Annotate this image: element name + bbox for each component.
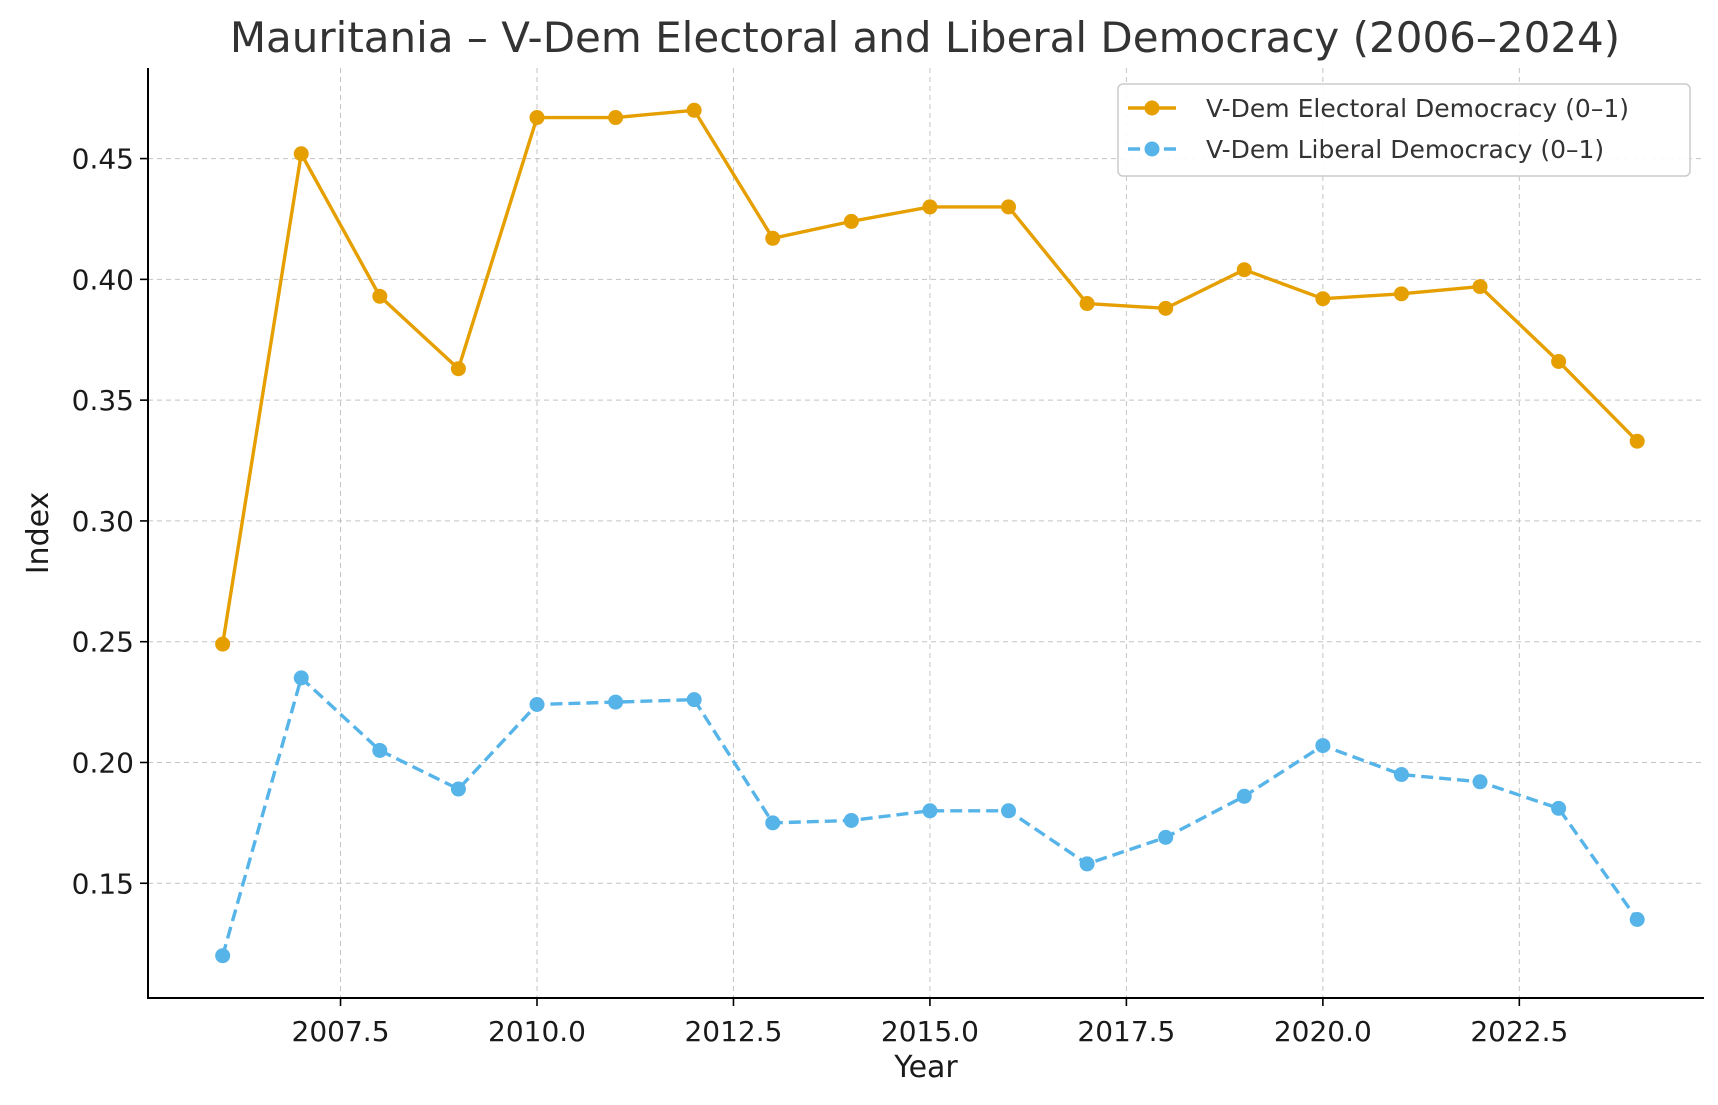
data-point	[1158, 300, 1174, 316]
legend: V-Dem Electoral Democracy (0–1) V-Dem Lib…	[1117, 83, 1691, 177]
y-axis-title: Index	[21, 492, 56, 575]
series-layer	[215, 102, 1645, 964]
data-point	[765, 815, 781, 831]
x-axis-title: Year	[893, 1050, 958, 1085]
data-point	[1315, 291, 1331, 307]
data-point	[686, 102, 702, 118]
data-point	[1236, 262, 1252, 278]
data-point	[1393, 286, 1409, 302]
data-point	[450, 781, 466, 797]
data-point	[1393, 767, 1409, 783]
data-point	[765, 230, 781, 246]
data-point	[1472, 279, 1488, 295]
data-point	[529, 110, 545, 126]
axes	[147, 68, 1704, 999]
data-point	[1236, 788, 1252, 804]
data-point	[686, 692, 702, 708]
data-point	[1079, 856, 1095, 872]
legend-label: V-Dem Electoral Democracy (0–1)	[1206, 94, 1629, 123]
data-point	[215, 636, 231, 652]
grid-lines	[148, 68, 1704, 998]
data-point	[922, 199, 938, 215]
chart-title: Mauritania – V-Dem Electoral and Liberal…	[230, 13, 1620, 62]
x-tick-label: 2010.0	[488, 1015, 586, 1048]
data-point	[608, 694, 624, 710]
y-tick-label: 0.30	[72, 505, 134, 538]
y-tick-label: 0.20	[72, 746, 134, 779]
x-tick-label: 2020.0	[1274, 1015, 1372, 1048]
data-point	[372, 288, 388, 304]
data-point	[1001, 199, 1017, 215]
data-point	[293, 670, 309, 686]
legend-box	[1117, 83, 1691, 177]
data-point	[1079, 296, 1095, 312]
series-liberal-democracy	[215, 670, 1645, 964]
legend-marker	[1144, 100, 1160, 116]
data-point	[1158, 829, 1174, 845]
y-tick-label: 0.15	[72, 867, 134, 900]
data-point	[922, 803, 938, 819]
data-point	[1551, 353, 1567, 369]
y-tick-label: 0.40	[72, 263, 134, 296]
y-tick-label: 0.35	[72, 384, 134, 417]
data-point	[372, 742, 388, 758]
data-point	[1472, 774, 1488, 790]
data-point	[1001, 803, 1017, 819]
ticks: 2007.5 2010.0 2012.5 2015.0 2017.5 2020.0 2022…	[72, 143, 1569, 1048]
data-point	[1315, 738, 1331, 754]
series-electoral-democracy	[215, 102, 1645, 652]
data-point	[529, 697, 545, 713]
x-tick-label: 2017.5	[1077, 1015, 1175, 1048]
legend-label: V-Dem Liberal Democracy (0–1)	[1206, 135, 1604, 164]
data-point	[1551, 800, 1567, 816]
data-point	[608, 110, 624, 126]
data-point	[215, 948, 231, 964]
x-tick-label: 2007.5	[292, 1015, 390, 1048]
x-tick-label: 2012.5	[684, 1015, 782, 1048]
legend-marker	[1144, 141, 1160, 157]
data-point	[1629, 911, 1645, 927]
x-tick-label: 2015.0	[881, 1015, 979, 1048]
data-point	[843, 812, 859, 828]
y-tick-label: 0.45	[72, 143, 134, 176]
y-tick-label: 0.25	[72, 626, 134, 659]
data-point	[293, 146, 309, 162]
data-point	[450, 361, 466, 377]
data-point	[843, 213, 859, 229]
x-tick-label: 2022.5	[1470, 1015, 1568, 1048]
data-point	[1629, 433, 1645, 449]
